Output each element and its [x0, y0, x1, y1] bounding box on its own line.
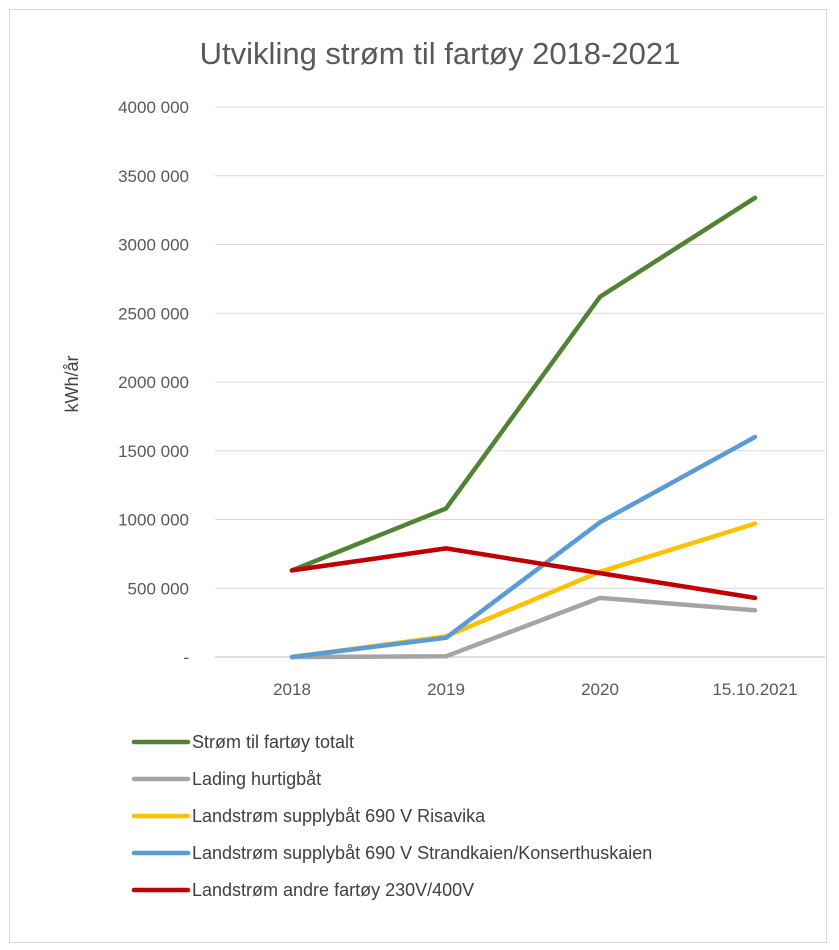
series-line — [289, 595, 758, 660]
legend-label: Lading hurtigbåt — [192, 769, 321, 789]
x-tick-label: 15.10.2021 — [712, 680, 797, 699]
y-tick-label: - — [183, 648, 189, 667]
y-axis-ticks: - 500 000 1000 000 1500 000 2000 000 2500 000… — [118, 98, 189, 667]
chart-title: Utvikling strøm til fartøy 2018-2021 — [200, 36, 681, 71]
x-axis-ticks: 2018 2019 2020 15.10.2021 — [273, 680, 797, 699]
y-tick-label: 500 000 — [128, 579, 189, 598]
y-tick-label: 3500 000 — [118, 167, 189, 186]
legend-label: Landstrøm andre fartøy 230V/400V — [192, 880, 474, 900]
y-tick-label: 4000 000 — [118, 98, 189, 117]
legend-label: Landstrøm supplybåt 690 V Risavika — [192, 806, 486, 826]
y-tick-label: 3000 000 — [118, 236, 189, 255]
legend-label: Landstrøm supplybåt 690 V Strandkaien/Ko… — [192, 843, 652, 863]
series-line — [289, 546, 758, 601]
y-tick-label: 1000 000 — [118, 511, 189, 530]
y-tick-label: 2500 000 — [118, 304, 189, 323]
y-tick-label: 1500 000 — [118, 442, 189, 461]
gridlines — [215, 106, 825, 658]
series-lines — [289, 195, 758, 660]
legend: Strøm til fartøy totalt Lading hurtigbåt L… — [131, 732, 652, 900]
y-tick-label: 2000 000 — [118, 373, 189, 392]
legend-label: Strøm til fartøy totalt — [192, 732, 354, 752]
y-axis-label: kWh/år — [62, 355, 82, 412]
x-tick-label: 2020 — [581, 680, 619, 699]
series-line — [289, 434, 758, 660]
chart-frame — [9, 9, 827, 943]
x-tick-label: 2019 — [427, 680, 465, 699]
series-line — [289, 195, 758, 573]
x-tick-label: 2018 — [273, 680, 311, 699]
